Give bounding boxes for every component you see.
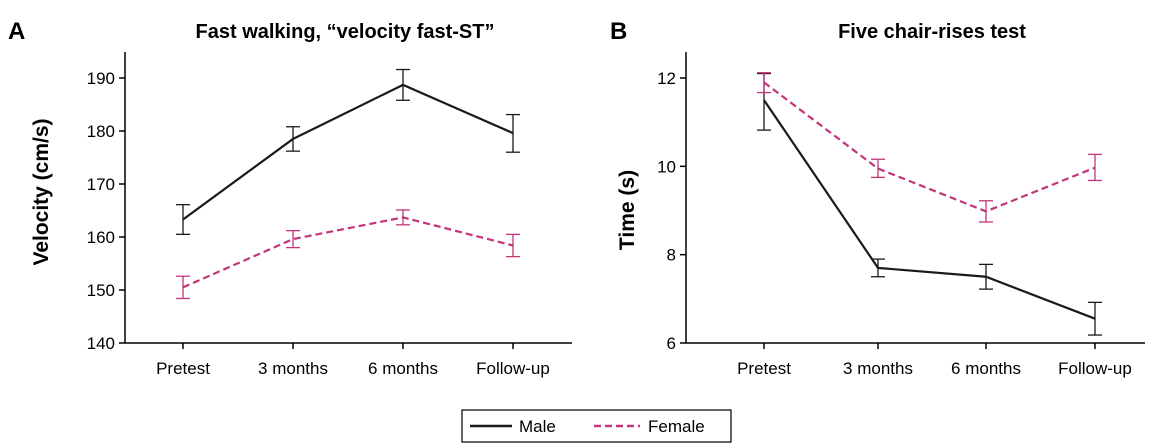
y-tick-label: 150 bbox=[87, 281, 115, 300]
series-line-female bbox=[763, 81, 1096, 213]
legend-male-label: Male bbox=[519, 417, 556, 436]
panel-letter-a: A bbox=[8, 18, 25, 45]
series-line-male bbox=[763, 99, 1096, 320]
x-tick-label-follow-up: Follow-up bbox=[476, 359, 550, 378]
y-tick-label: 12 bbox=[657, 69, 676, 88]
x-tick-label-pretest: Pretest bbox=[737, 359, 791, 378]
panel-b-y-axis-label: Time (s) bbox=[616, 170, 639, 250]
x-tick-label-follow-up: Follow-up bbox=[1058, 359, 1132, 378]
x-tick-label-3-months: 3 months bbox=[843, 359, 913, 378]
y-tick-label: 140 bbox=[87, 334, 115, 353]
panel-a-series bbox=[176, 68, 520, 300]
panel-b-x-ticks: Pretest 3 months 6 months Follow-up bbox=[737, 343, 1132, 378]
panel-a-title: Fast walking, “velocity fast-ST” bbox=[196, 21, 495, 43]
y-tick-label: 8 bbox=[667, 246, 676, 265]
x-tick-label-pretest: Pretest bbox=[156, 359, 210, 378]
panel-a-x-ticks: Pretest 3 months 6 months Follow-up bbox=[156, 343, 550, 378]
y-tick-label: 170 bbox=[87, 175, 115, 194]
panel-b-title: Five chair-rises test bbox=[838, 21, 1026, 43]
panel-b-y-ticks: 6 8 10 12 bbox=[657, 69, 686, 353]
x-tick-label-3-months: 3 months bbox=[258, 359, 328, 378]
y-tick-label: 6 bbox=[667, 334, 676, 353]
y-tick-label: 180 bbox=[87, 122, 115, 141]
panel-b-chair-rises-chart: B Five chair-rises test Time (s) 681012 … bbox=[610, 18, 1145, 378]
panel-a-y-axis-label: Velocity (cm/s) bbox=[30, 118, 53, 265]
legend: Male Female bbox=[461, 409, 732, 443]
y-tick-label: 160 bbox=[87, 228, 115, 247]
panel-a-velocity-chart: A Fast walking, “velocity fast-ST” Veloc… bbox=[8, 18, 572, 378]
legend-female-label: Female bbox=[648, 417, 705, 436]
series-line-male bbox=[182, 83, 514, 221]
y-tick-label: 190 bbox=[87, 69, 115, 88]
x-tick-label-6-months: 6 months bbox=[368, 359, 438, 378]
panel-letter-b: B bbox=[610, 18, 627, 45]
x-tick-label-6-months: 6 months bbox=[951, 359, 1021, 378]
series-line-female bbox=[182, 216, 514, 289]
panel-b-series bbox=[757, 72, 1102, 336]
panel-a-y-ticks: 140 150 160 170 180 190 bbox=[87, 69, 125, 353]
y-tick-label: 10 bbox=[657, 157, 676, 176]
